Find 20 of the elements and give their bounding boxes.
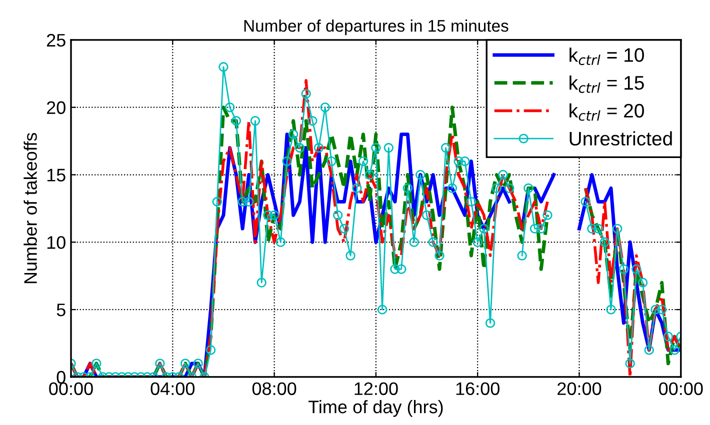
x-tick-label: 16:00 bbox=[456, 382, 500, 396]
legend-label: k$_{ctrl}$ = 20 bbox=[570, 103, 644, 121]
legend-label: k$_{ctrl}$ = 10 bbox=[570, 48, 644, 66]
legend-label: k$_{ctrl}$ = 15 bbox=[570, 75, 644, 93]
x-tick-label: 12:00 bbox=[354, 382, 398, 396]
y-tick-label: 15 bbox=[47, 168, 66, 182]
y-tick-label: 10 bbox=[47, 236, 66, 249]
x-tick-label: 20:00 bbox=[558, 382, 602, 396]
y-tick-label: 5 bbox=[56, 304, 66, 316]
x-tick-label: 00:00 bbox=[659, 382, 703, 396]
y-tick-label: 25 bbox=[46, 34, 66, 47]
x-tick-label: 00:00 bbox=[49, 382, 93, 396]
x-tick-label: 04:00 bbox=[150, 382, 195, 396]
y-tick-label: 0 bbox=[56, 370, 66, 384]
x-axis-title: Time of day (hrs) bbox=[308, 400, 443, 417]
y-axis-title: Number of takeoffs bbox=[24, 133, 37, 284]
legend-label: Unrestricted bbox=[570, 131, 672, 146]
y-tick-label: 20 bbox=[46, 101, 66, 114]
chart-title: Number of departures in 15 minutes bbox=[244, 20, 508, 36]
x-tick-label: 08:00 bbox=[252, 382, 296, 396]
